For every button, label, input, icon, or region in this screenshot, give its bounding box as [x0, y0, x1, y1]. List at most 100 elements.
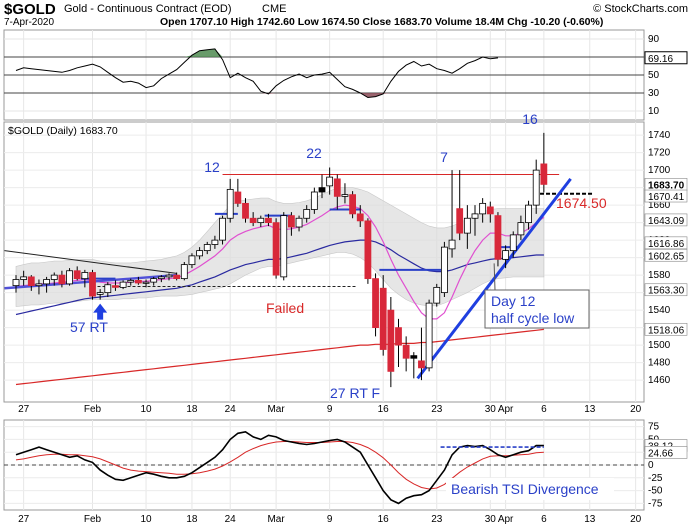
candle-body	[35, 283, 43, 287]
candle-body	[81, 272, 89, 280]
candle-body	[211, 239, 219, 245]
price-tick-label: 1540	[648, 305, 671, 316]
price-tick-label: 1500	[648, 340, 671, 351]
price-tick-label: 1720	[648, 148, 671, 159]
day12-pointer	[493, 263, 496, 291]
cycle-label-16: 16	[522, 111, 538, 127]
x-tick-label-bottom: 23	[431, 514, 443, 525]
candle-body	[532, 169, 540, 206]
downtrend-line	[4, 250, 177, 274]
x-tick-label: 23	[431, 404, 443, 415]
tsi-note: Bearish TSI Divergence	[451, 481, 599, 497]
candle-body	[58, 274, 66, 285]
price-value-label: 1616.86	[648, 239, 685, 250]
x-tick-label-bottom: 13	[584, 514, 596, 525]
candle-body	[425, 302, 433, 369]
x-tick-label: 13	[584, 404, 596, 415]
x-tick-label-bottom: 9	[327, 514, 333, 525]
x-tick-label-bottom: Apr	[498, 514, 514, 525]
x-tick-label-bottom: Mar	[267, 514, 285, 525]
candle-body	[173, 274, 181, 280]
candle-body	[272, 222, 280, 276]
candle-body	[395, 327, 402, 346]
x-tick-label-bottom: 10	[140, 514, 152, 525]
candle-body	[372, 278, 379, 329]
candle-body	[20, 276, 28, 280]
candle-body	[440, 246, 448, 294]
candle-body	[456, 208, 464, 234]
x-tick-label-bottom: 20	[630, 514, 642, 525]
tsi-signal-label: 24.66	[648, 448, 673, 459]
price-tick-label: 1480	[648, 358, 671, 369]
cycle-label-7: 7	[440, 149, 448, 165]
price-value-box	[644, 248, 688, 262]
symbol-title: $GOLD	[4, 1, 56, 18]
candle-body	[27, 276, 35, 287]
candle-body	[379, 287, 387, 350]
rt57-arrow-icon	[93, 303, 108, 320]
candle-body	[142, 281, 150, 284]
price-value-label: 1643.09	[648, 216, 685, 227]
x-tick-label-bottom: 27	[18, 514, 30, 525]
x-tick-label-bottom: 30	[485, 514, 497, 525]
candle-body	[150, 278, 158, 283]
candle-body	[433, 286, 441, 304]
price-value-label: 1518.06	[648, 325, 685, 336]
axis-layer: 27 27 Feb Feb 10 10 18 18 24 24 Mar Mar 9 9 16 16 23 23 30…	[18, 34, 688, 525]
candle-body	[50, 274, 58, 280]
price-tick-label: 1580	[648, 270, 671, 281]
candle-body	[502, 250, 510, 260]
candle-body	[303, 209, 311, 219]
annotations: 12 22 7 16 Failed 57 RT 27 RT F 1674.50 …	[70, 111, 614, 500]
candle-body	[494, 215, 502, 260]
x-tick-label: Mar	[267, 404, 285, 415]
candle-body	[356, 213, 364, 222]
candle-body	[387, 309, 395, 372]
candle-body	[479, 202, 487, 215]
price-note: 1674.50	[556, 195, 607, 211]
ma-mid-line	[15, 239, 544, 316]
candle-body	[165, 274, 173, 278]
price-value-label: 1602.65	[648, 251, 685, 262]
candle-body	[349, 194, 357, 215]
x-tick-label: Apr	[498, 404, 514, 415]
x-tick-label-bottom: 24	[225, 514, 237, 525]
candle-body	[364, 220, 372, 280]
ohlc-summary: Open 1707.10 High 1742.60 Low 1674.50 Cl…	[160, 16, 603, 28]
price-value-label: 1670.41	[648, 192, 685, 203]
candle-body	[418, 360, 425, 369]
x-tick-label: 9	[327, 404, 333, 415]
rsi-current-label: 69.16	[648, 54, 673, 65]
candle-body	[96, 292, 104, 295]
x-tick-label: 27	[18, 404, 30, 415]
exchange-label: CME	[262, 3, 286, 15]
candle-body	[509, 234, 517, 252]
price-layer	[4, 132, 594, 388]
candle-body	[265, 217, 272, 224]
day12-box	[484, 289, 590, 329]
price-tick-label: 1740	[648, 130, 671, 141]
candle-body	[242, 202, 249, 219]
price-tick-label: 1700	[648, 165, 671, 176]
candle-body	[196, 250, 204, 257]
contract-name: Gold - Continuous Contract (EOD)	[64, 3, 232, 15]
x-tick-label: 16	[378, 404, 390, 415]
rsi-current-box	[644, 51, 688, 65]
candle-body	[226, 188, 234, 219]
candle-body	[12, 279, 20, 287]
price-tick-label: 1460	[648, 375, 671, 386]
tsi-tick-label: -25	[648, 473, 663, 484]
candle-body	[127, 279, 135, 283]
x-tick-label: 30	[485, 404, 497, 415]
candle-body	[463, 217, 471, 234]
date-label: 7-Apr-2020	[4, 17, 54, 28]
rt57-label: 57 RT	[70, 319, 108, 335]
cycle-label-22: 22	[306, 145, 322, 161]
candle-body	[333, 178, 341, 197]
x-tick-label: 18	[186, 404, 198, 415]
x-tick-label-bottom: Feb	[84, 514, 102, 525]
candle-body	[517, 222, 525, 236]
candle-body	[89, 272, 96, 297]
